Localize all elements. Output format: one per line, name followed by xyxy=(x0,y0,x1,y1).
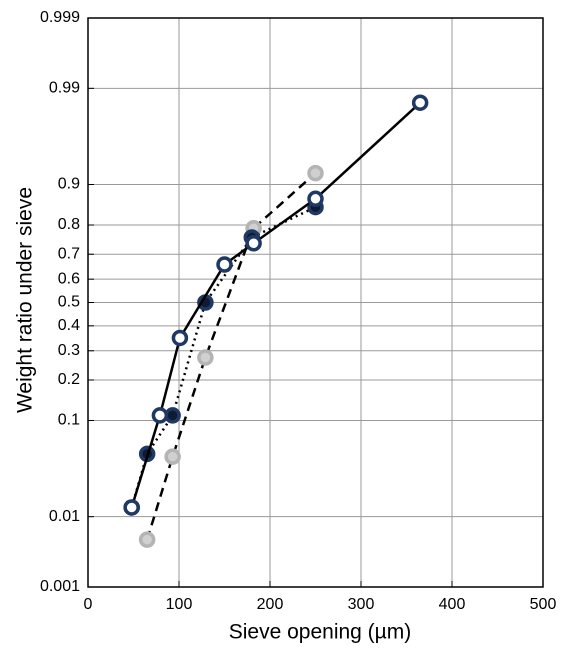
y-tick-label: 0.1 xyxy=(58,412,80,429)
series-line xyxy=(145,172,317,541)
y-tick-label: 0.8 xyxy=(58,216,80,233)
x-tick-label: 200 xyxy=(257,596,284,613)
y-tick-label: 0.999 xyxy=(40,9,80,26)
series-line xyxy=(130,205,317,508)
marker xyxy=(245,235,262,252)
marker xyxy=(123,499,140,516)
y-tick-label: 0.3 xyxy=(58,342,80,359)
marker xyxy=(171,329,189,347)
y-tick-label: 0.5 xyxy=(58,294,80,311)
y-tick-label: 0.6 xyxy=(58,270,80,287)
y-tick-label: 0.001 xyxy=(40,578,80,595)
y-tick-label: 0.99 xyxy=(49,80,80,97)
y-axis-label: Weight ratio under sieve xyxy=(14,187,37,413)
marker xyxy=(164,448,181,465)
x-axis-label: Sieve opening (µm) xyxy=(229,621,412,644)
x-tick-label: 0 xyxy=(84,596,93,613)
plot-frame xyxy=(87,17,544,588)
marker xyxy=(216,256,233,273)
y-tick-label: 0.4 xyxy=(58,317,80,334)
marker xyxy=(411,94,429,111)
marker xyxy=(197,349,214,366)
x-tick-label: 300 xyxy=(348,596,375,613)
x-tick-label: 100 xyxy=(166,596,193,613)
marker xyxy=(151,407,169,424)
y-tick-label: 0.9 xyxy=(58,176,80,193)
y-tick-label: 0.7 xyxy=(58,245,80,262)
marker xyxy=(138,531,156,548)
y-tick-label: 0.2 xyxy=(58,371,80,388)
x-tick-label: 400 xyxy=(439,596,466,613)
marker xyxy=(307,164,324,182)
marker xyxy=(307,190,324,208)
x-tick-label: 500 xyxy=(530,596,557,613)
y-tick-label: 0.01 xyxy=(49,508,80,525)
